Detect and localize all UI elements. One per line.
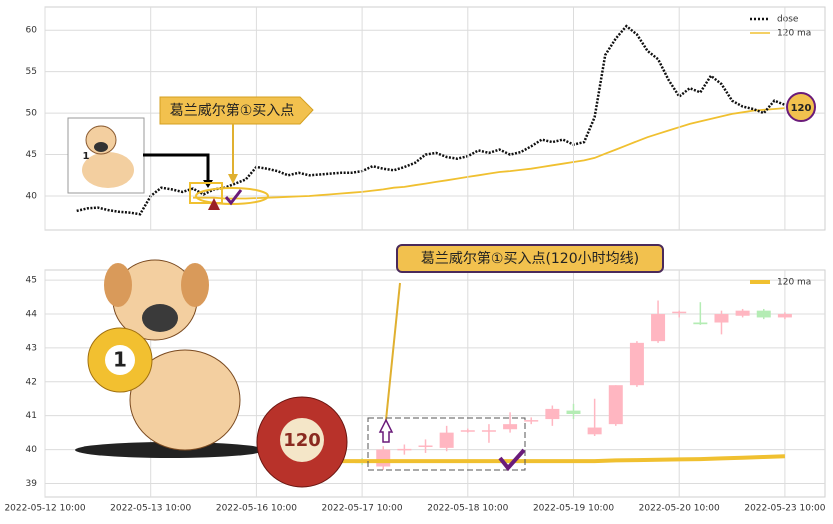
x-tick-label: 2022-05-20 10:00	[639, 504, 720, 514]
candle-body	[629, 342, 644, 386]
y-tick-label: 41	[26, 411, 37, 421]
x-tick-label: 2022-05-16 10:00	[216, 504, 297, 514]
buy-marker	[208, 198, 220, 210]
check-mark	[224, 189, 243, 206]
x-tick-label: 2022-05-18 10:00	[427, 504, 508, 514]
legend-label: dose	[777, 15, 799, 25]
y-tick-label: 50	[26, 109, 38, 119]
x-tick-label: 2022-05-23 10:00	[744, 504, 825, 514]
dog-ear	[181, 263, 209, 307]
ball-120-spot	[280, 418, 324, 462]
candle-body	[608, 385, 623, 425]
series-line	[341, 454, 785, 464]
candle-body	[587, 427, 602, 435]
callout-text: 葛兰威尔第①买入点	[170, 102, 295, 119]
check-mark	[498, 448, 526, 472]
ball-text: 1	[113, 348, 127, 372]
pointer-head	[228, 174, 238, 184]
y-tick-label: 40	[26, 192, 38, 202]
candle-body	[397, 448, 412, 451]
ball-text: 1	[83, 151, 90, 162]
x-tick-label: 2022-05-12 10:00	[4, 504, 85, 514]
dog-shadow	[75, 442, 265, 458]
candle-body	[693, 322, 708, 325]
top-annotations	[67, 92, 816, 210]
x-tick-label: 2022-05-17 10:00	[322, 504, 403, 514]
highlight-box	[189, 182, 223, 204]
candle-body	[376, 449, 391, 467]
dog-head	[85, 125, 117, 155]
candle-body	[418, 445, 433, 448]
dog-ear	[104, 263, 132, 307]
bottom-annotations	[75, 244, 664, 488]
candle-body	[566, 410, 581, 414]
y-tick-label: 60	[26, 26, 38, 36]
dog-body	[129, 349, 241, 451]
candle-body	[735, 310, 750, 316]
legend-label: 120 ma	[777, 29, 811, 39]
candle-body	[672, 311, 687, 314]
y-tick-label: 44	[26, 310, 38, 320]
candle-body	[651, 314, 666, 342]
dog-muzzle	[94, 142, 108, 152]
end-badge	[786, 92, 816, 122]
ball-one-spot	[105, 345, 135, 375]
y-tick-label: 40	[26, 445, 38, 455]
y-tick-label: 45	[26, 276, 37, 286]
arrow	[143, 153, 210, 183]
candle-body	[503, 424, 518, 430]
candle-body	[714, 314, 729, 323]
dog-body	[82, 152, 134, 188]
y-tick-label: 39	[26, 479, 38, 489]
pointer	[385, 282, 401, 421]
y-tick-label: 45	[26, 150, 37, 160]
candle-body	[777, 314, 792, 318]
dashed-box	[367, 417, 526, 471]
y-tick-label: 43	[26, 343, 37, 353]
candle-body	[481, 430, 496, 432]
ball-text: 120	[283, 430, 321, 451]
dog-muzzle	[142, 304, 178, 332]
candle-body	[756, 310, 771, 318]
series-line	[76, 24, 786, 216]
callout-box	[396, 244, 664, 273]
x-tick-label: 2022-05-13 10:00	[110, 504, 191, 514]
candle-body	[524, 420, 539, 422]
y-tick-label: 42	[26, 377, 37, 387]
series-line	[193, 107, 785, 200]
callout-box	[159, 96, 314, 125]
x-tick-label: 2022-05-19 10:00	[533, 504, 614, 514]
badge-text: 120	[791, 103, 812, 114]
candle-body	[460, 430, 475, 432]
callout-text: 葛兰威尔第①买入点(120小时均线)	[421, 250, 639, 267]
y-tick-label: 55	[26, 67, 37, 77]
legend-label: 120 ma	[777, 278, 811, 288]
hollow-arrow	[378, 418, 394, 443]
candle-body	[545, 408, 560, 420]
candle-body	[439, 432, 454, 448]
